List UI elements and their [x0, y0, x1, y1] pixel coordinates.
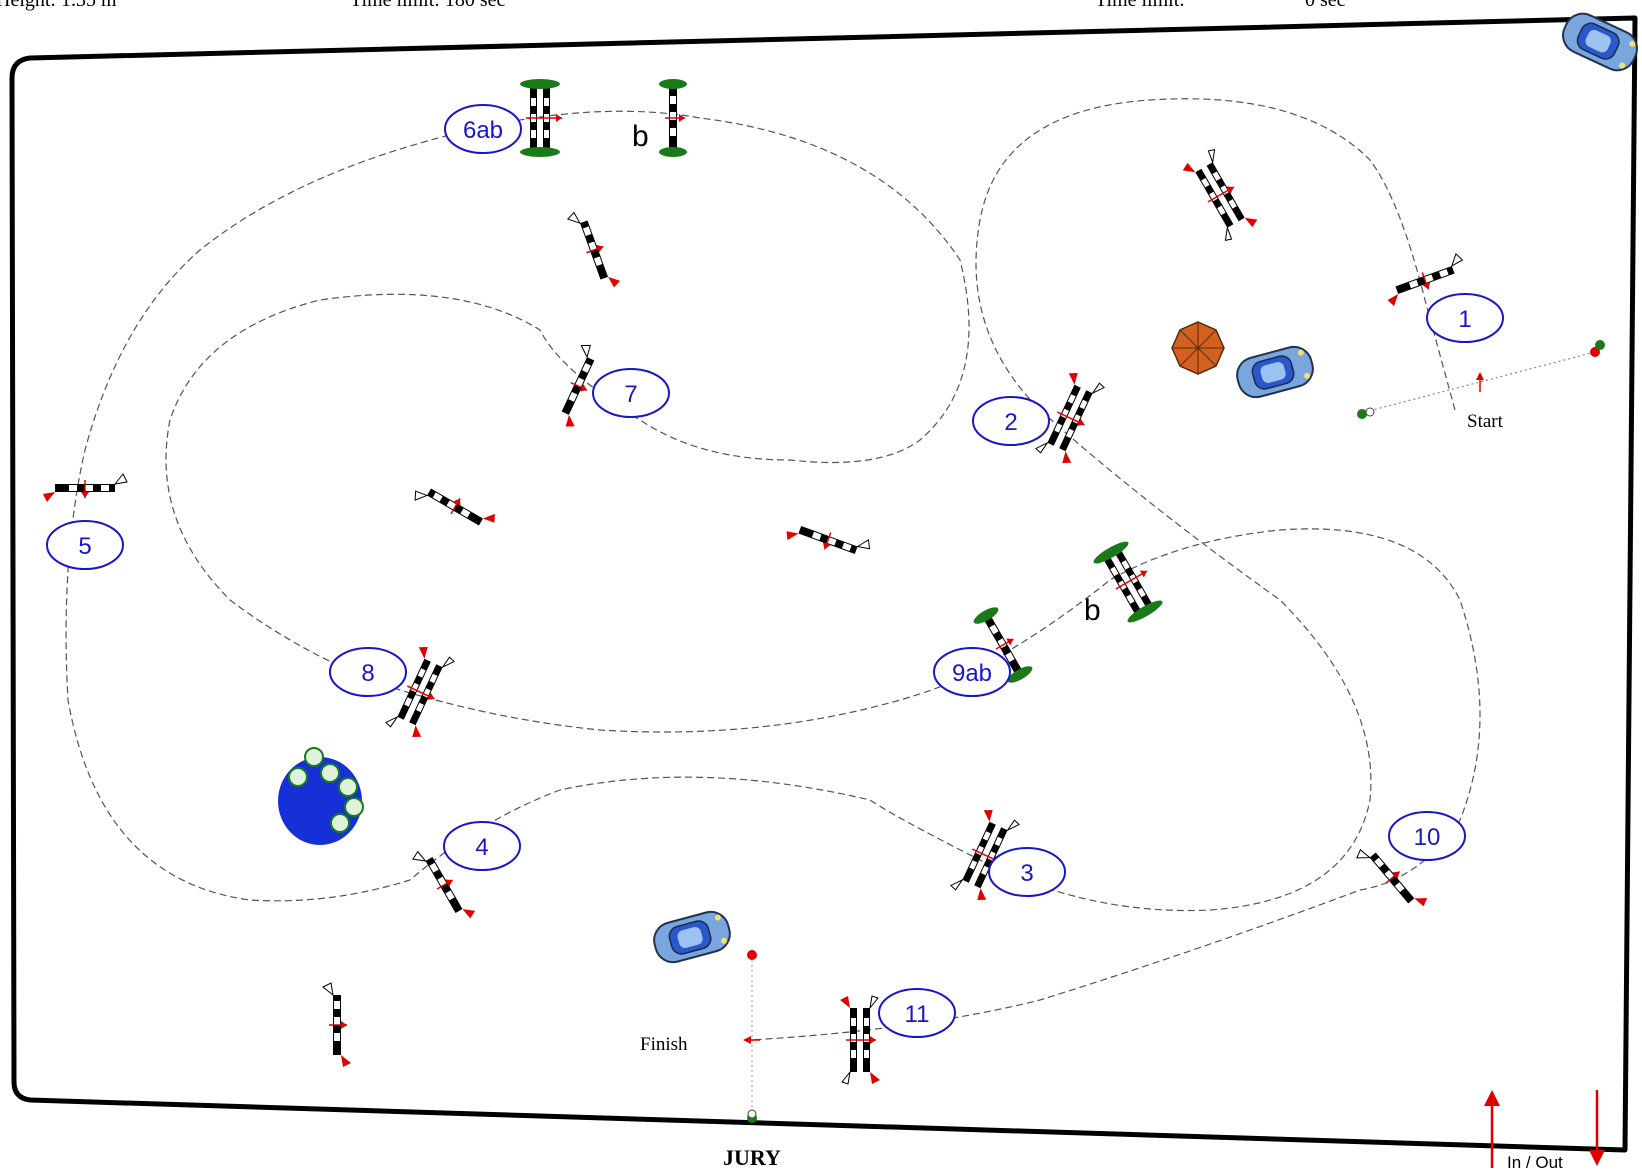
- svg-text:1: 1: [1458, 306, 1471, 333]
- svg-text:10: 10: [1414, 824, 1441, 851]
- finish-flag-icon: [747, 950, 757, 960]
- svg-text:8: 8: [361, 660, 374, 687]
- in-out-label: In / Out: [1507, 1153, 1563, 1170]
- svg-text:3: 3: [1020, 860, 1033, 887]
- jump-number-9ab: 9ab: [933, 647, 1011, 697]
- jury-label: JURY: [723, 1145, 781, 1170]
- obstacle-spare-4: [782, 511, 874, 569]
- start-arrow-icon: [1476, 372, 1484, 380]
- obstacle-11: [839, 995, 881, 1085]
- svg-text:11: 11: [905, 1001, 930, 1028]
- time-limit-2-text: Time limit:: [1095, 0, 1185, 11]
- obstacle-9b: [1090, 536, 1168, 627]
- svg-text:9ab: 9ab: [952, 660, 992, 687]
- in-arrow-icon: [1484, 1090, 1500, 1106]
- jump-number-10: 10: [1388, 811, 1466, 861]
- jump-number-6ab: 6ab: [444, 104, 522, 154]
- water-bush-icon: [278, 747, 364, 845]
- element-b-label-6: b: [632, 120, 649, 153]
- car-icon: [649, 906, 735, 968]
- finish-label: Finish: [640, 1034, 688, 1055]
- start-label: Start: [1467, 411, 1504, 432]
- element-b-label-9: b: [1084, 594, 1101, 627]
- obstacle-spare-1: [1179, 146, 1261, 244]
- svg-text:6ab: 6ab: [463, 117, 503, 144]
- jump-number-11: 11: [878, 988, 956, 1038]
- svg-text:7: 7: [624, 381, 637, 408]
- start-flag-icon: [1590, 347, 1600, 357]
- in-out-marker: In / Out: [1484, 1090, 1605, 1170]
- out-arrow-icon: [1589, 1150, 1605, 1166]
- time-limit-2-value: 0 sec: [1305, 0, 1346, 11]
- obstacle-6b: [658, 78, 688, 158]
- obstacle-spare-2: [565, 204, 623, 296]
- jump-number-3: 3: [988, 847, 1066, 897]
- svg-text:2: 2: [1004, 409, 1017, 436]
- jump-number-7: 7: [592, 368, 670, 418]
- jump-number-4: 4: [443, 821, 521, 871]
- jump-number-2: 2: [972, 396, 1050, 446]
- car-icon: [1232, 341, 1318, 403]
- height-text: Height: 1.35 m: [0, 0, 117, 11]
- obstacle-5: [42, 473, 128, 503]
- umbrella-icon: [1171, 321, 1225, 375]
- svg-text:5: 5: [78, 533, 91, 560]
- start-line: Start: [1357, 340, 1605, 432]
- obstacle-spare-3: [410, 473, 500, 541]
- obstacle-6a: [519, 78, 563, 158]
- jump-number-1: 1: [1426, 293, 1504, 343]
- jump-number-8: 8: [329, 647, 407, 697]
- svg-text:4: 4: [475, 834, 488, 861]
- jump-number-5: 5: [46, 520, 124, 570]
- arena-border: [9, 15, 1638, 1153]
- finish-line: Finish: [640, 950, 760, 1123]
- course-route: [65, 98, 1481, 1041]
- obstacle-spare-5: [322, 982, 352, 1068]
- finish-arrow-icon: [743, 1036, 751, 1044]
- time-limit-text: Time limit: 180 sec: [350, 0, 506, 11]
